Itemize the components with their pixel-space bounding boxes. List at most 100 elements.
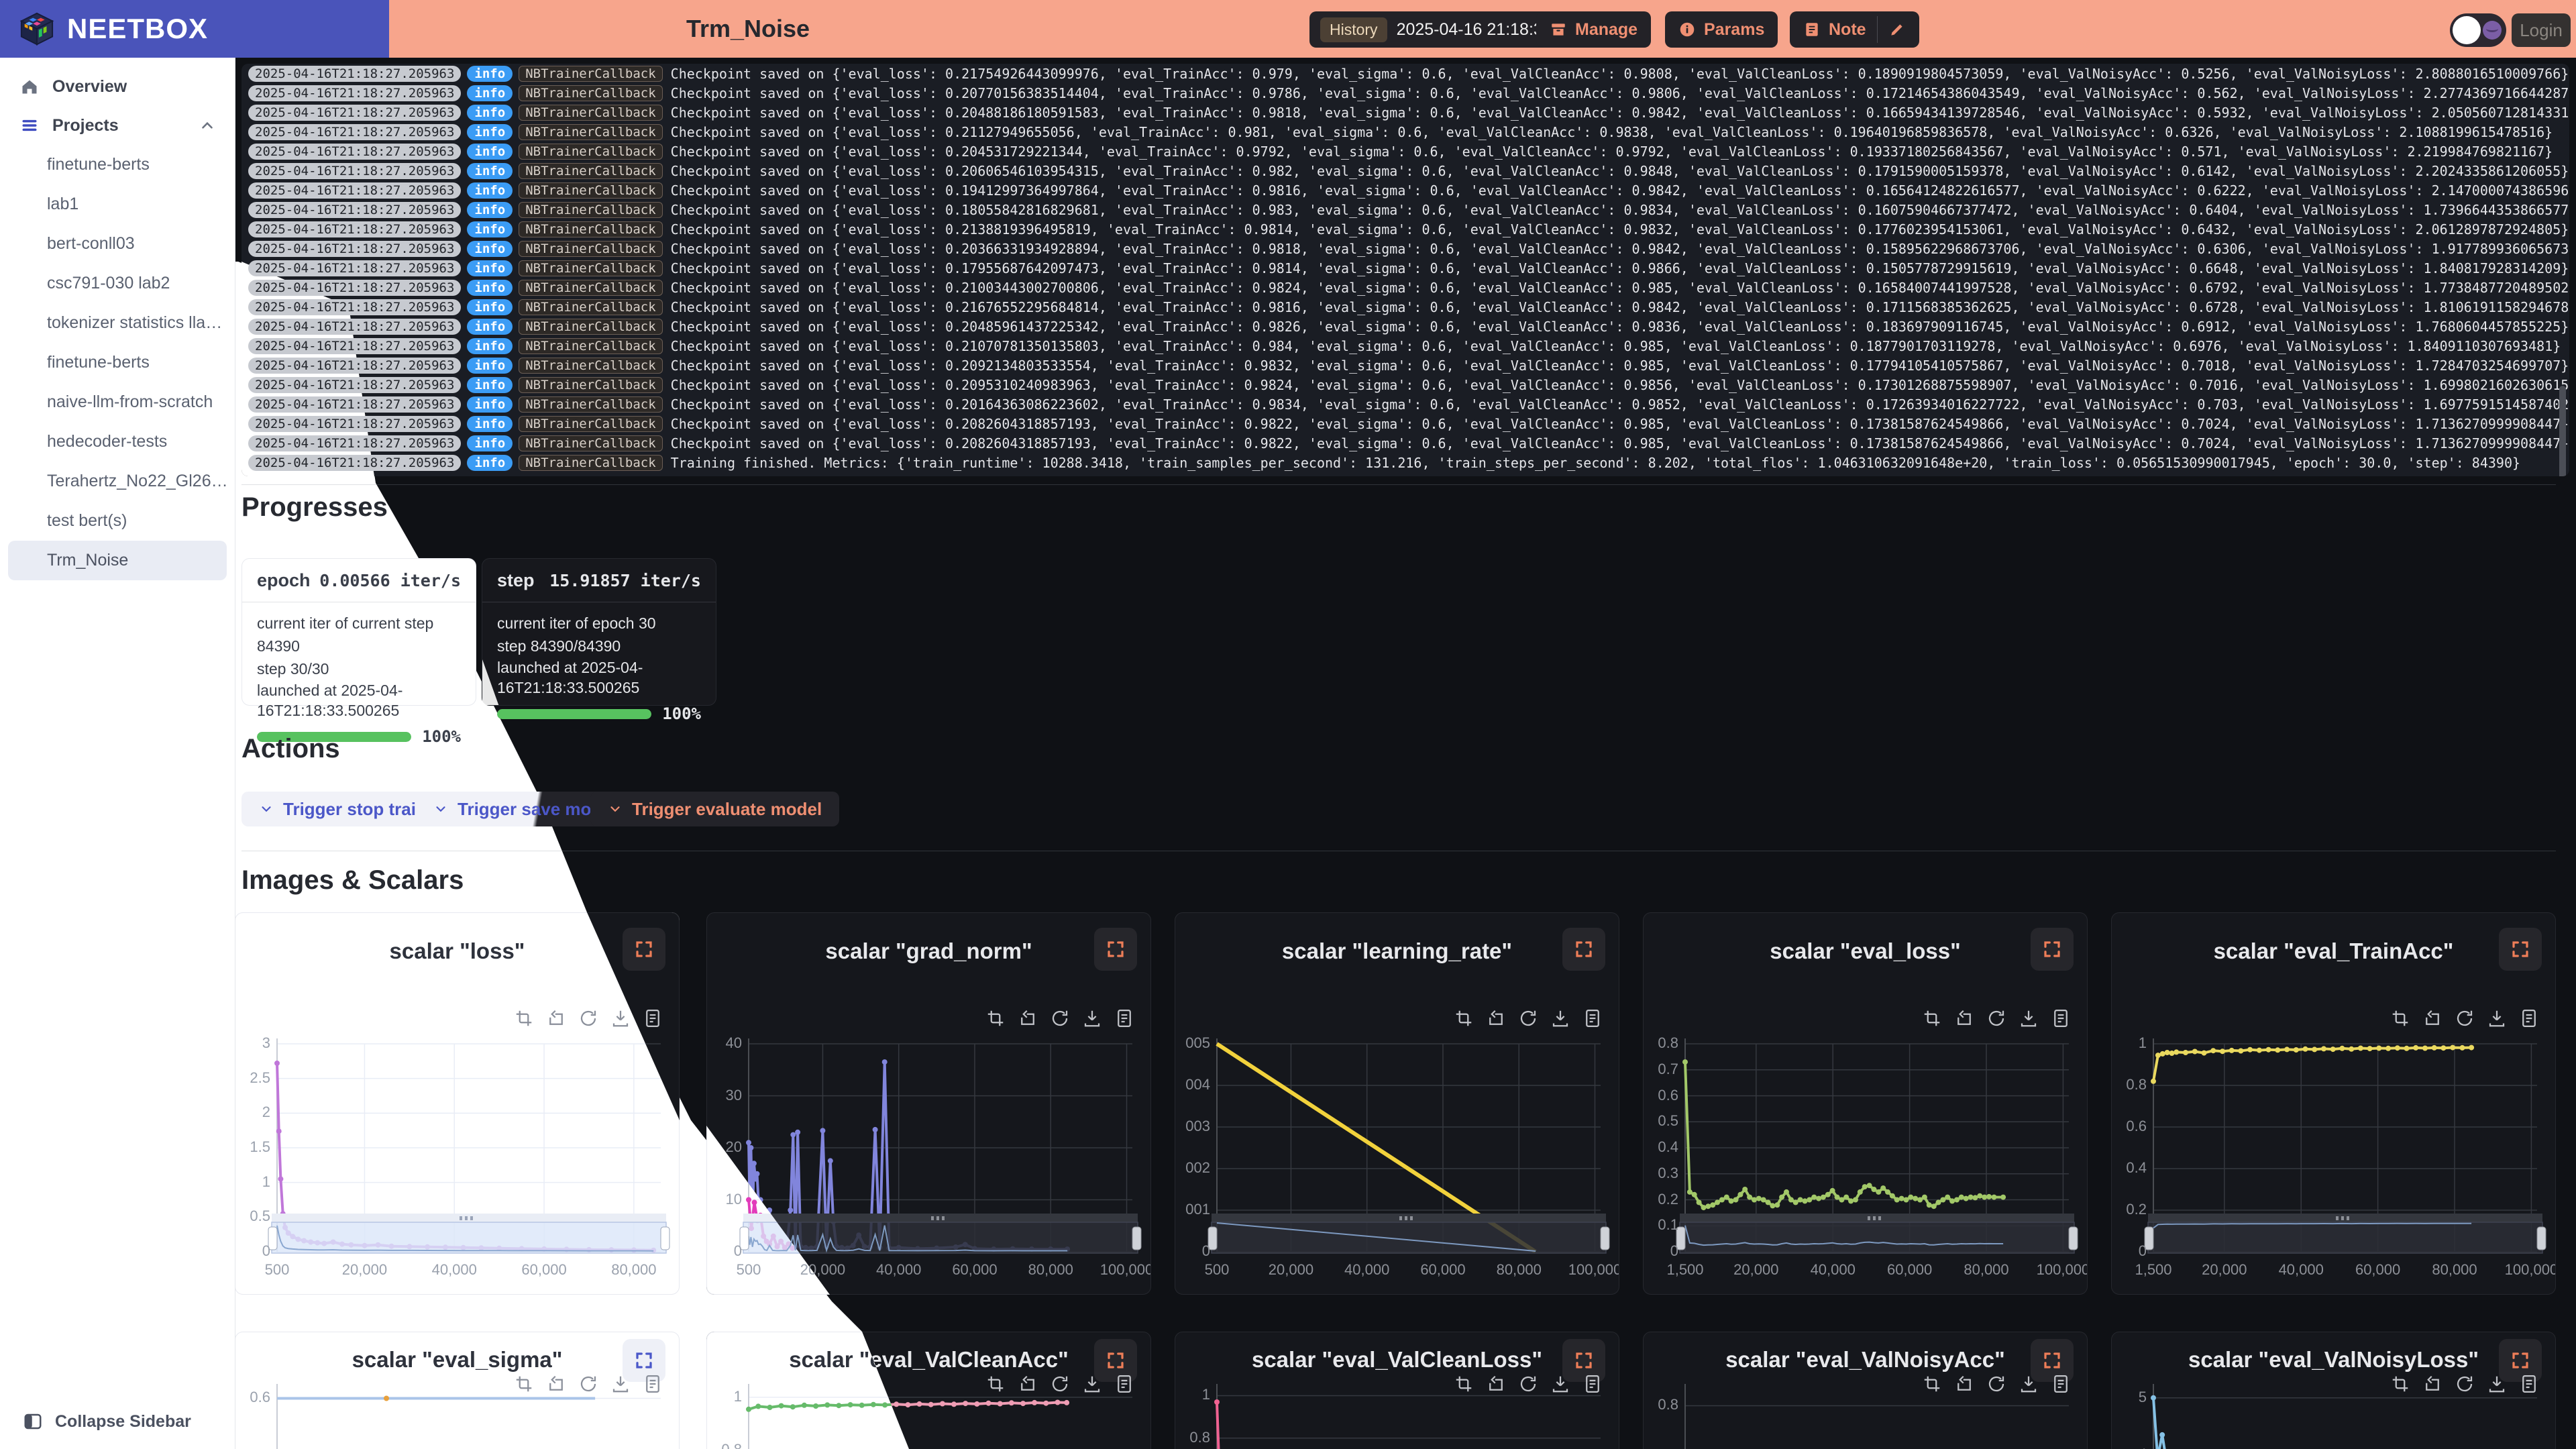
sidebar-item-trm-noise[interactable]: Trm_Noise xyxy=(8,541,227,580)
log-row: 2025-04-16T21:18:27.205963 info NBTrainerC… xyxy=(241,64,2569,83)
chart-card-eval_loss: scalar "eval_loss" 0 0.1 0.2 0.3 0.4 0.5 0.6 0.7… xyxy=(1643,912,2088,1295)
zoom-handle-right[interactable] xyxy=(660,1226,670,1250)
manage-button[interactable]: Manage xyxy=(1536,11,1652,48)
y-tick-label: 001 xyxy=(1185,1201,1210,1218)
log-timestamp: 2025-04-16T21:18:27.205963 xyxy=(248,221,462,237)
y-tick-label: 40 xyxy=(725,1034,742,1051)
y-tick-label: 0.8 xyxy=(1658,1034,1678,1051)
log-level-badge: info xyxy=(467,221,513,237)
sidebar-item-naive-llm-from-scratch[interactable]: naive-llm-from-scratch xyxy=(47,392,213,411)
sidebar-item-csc791-030-lab2[interactable]: csc791-030 lab2 xyxy=(47,274,170,292)
log-message: Checkpoint saved on {'eval_loss': 0.2077… xyxy=(670,85,2569,101)
log-row: 2025-04-16T21:18:27.205963 info NBTrainerC… xyxy=(241,433,2569,453)
y-tick-label: 1 xyxy=(733,1387,742,1405)
chevron-down-icon xyxy=(608,802,623,816)
plot-area[interactable] xyxy=(1175,913,1619,1295)
sidebar-item-test-bert-s-[interactable]: test bert(s) xyxy=(47,511,127,530)
log-timestamp: 2025-04-16T21:18:27.205963 xyxy=(248,104,462,121)
sidebar-item-terahertz-no22-gl261-gl-[interactable]: Terahertz_No22_Gl261_gl... xyxy=(47,472,235,490)
zoom-handle-left[interactable] xyxy=(2144,1226,2154,1250)
sidebar-item-finetune-berts[interactable]: finetune-berts xyxy=(47,353,150,372)
log-message: Checkpoint saved on {'eval_loss': 0.2082… xyxy=(670,415,2569,432)
theme-toggle[interactable] xyxy=(2450,13,2506,47)
expand-icon[interactable] xyxy=(1094,928,1137,971)
x-tick-label: 100,000 xyxy=(2036,1261,2088,1278)
y-tick-label: 0.1 xyxy=(1658,1216,1678,1234)
expand-icon[interactable] xyxy=(623,928,665,971)
sidebar-item-hedecoder-tests[interactable]: hedecoder-tests xyxy=(47,432,168,451)
zoom-handle-right[interactable] xyxy=(1132,1226,1142,1250)
x-tick-label: 500 xyxy=(264,1261,290,1278)
y-tick-label: 5 xyxy=(2138,1388,2147,1405)
y-tick-label: 0.4 xyxy=(2126,1159,2147,1176)
expand-icon[interactable] xyxy=(623,1339,665,1382)
note-button-group[interactable]: Note xyxy=(1790,11,1919,48)
sidebar-group-projects[interactable]: Projects xyxy=(0,106,235,145)
x-tick-label: 20,000 xyxy=(1268,1261,1314,1278)
log-console[interactable]: 2025-04-16T21:18:27.205963 info NBTrainerC… xyxy=(241,64,2569,476)
x-tick-label: 60,000 xyxy=(1886,1261,1933,1278)
params-button[interactable]: Params xyxy=(1665,11,1778,48)
sidebar-item-bert-conll03[interactable]: bert-conll03 xyxy=(47,234,135,253)
expand-icon[interactable] xyxy=(1562,928,1605,971)
y-tick-label: 0.4 xyxy=(1658,1138,1678,1155)
collapse-sidebar-button[interactable]: Collapse Sidebar xyxy=(0,1411,191,1432)
plot-area[interactable] xyxy=(2112,1332,2556,1449)
plot-area[interactable] xyxy=(235,1332,680,1449)
sidebar-item-finetune-berts[interactable]: finetune-berts xyxy=(47,155,150,174)
expand-icon[interactable] xyxy=(2499,928,2542,971)
action-label: Trigger save model xyxy=(458,798,616,819)
note-label: Note xyxy=(1829,19,1866,39)
sidebar-item-lab1[interactable]: lab1 xyxy=(47,195,79,213)
chevron-down-icon xyxy=(433,802,448,816)
sidebar-item-tokenizer-statistics-llama-[interactable]: tokenizer statistics llama... xyxy=(47,313,235,332)
divider xyxy=(1876,16,1878,43)
log-tag-badge: NBTrainerCallback xyxy=(519,104,663,121)
y-tick-label: 0.5 xyxy=(250,1208,270,1225)
log-message: Checkpoint saved on {'eval_loss': 0.1805… xyxy=(670,201,2569,218)
y-tick-label: 0.8 xyxy=(707,1441,742,1449)
log-tag-badge: NBTrainerCallback xyxy=(519,299,663,315)
expand-icon[interactable] xyxy=(1094,1339,1137,1382)
zoom-handle-left[interactable] xyxy=(268,1226,278,1250)
zoom-handle-left[interactable] xyxy=(739,1226,749,1250)
edit-pencil-icon[interactable] xyxy=(1888,21,1906,38)
y-tick-label: 0.6 xyxy=(2126,1118,2147,1134)
log-row: 2025-04-16T21:18:27.205963 info NBTrainerC… xyxy=(241,317,2569,336)
expand-icon[interactable] xyxy=(2499,1339,2542,1382)
x-tick-label: 100,000 xyxy=(1568,1261,1619,1278)
zoom-handle-right[interactable] xyxy=(2068,1226,2078,1250)
plot-area[interactable] xyxy=(2112,913,2556,1295)
home-icon xyxy=(20,77,39,96)
progress-name: epoch xyxy=(257,570,311,590)
log-tag-badge: NBTrainerCallback xyxy=(519,454,663,471)
y-tick-label: 0.5 xyxy=(1658,1112,1678,1130)
expand-icon[interactable] xyxy=(2031,928,2074,971)
zoom-handle-right[interactable] xyxy=(1600,1226,1610,1250)
expand-icon[interactable] xyxy=(1562,1339,1605,1382)
plot-area[interactable] xyxy=(1644,1332,2088,1449)
projects-icon xyxy=(20,116,39,135)
expand-icon[interactable] xyxy=(2031,1339,2074,1382)
console-scrollbar[interactable] xyxy=(2559,386,2566,476)
plot-area[interactable] xyxy=(1644,913,2088,1295)
zoom-handle-left[interactable] xyxy=(1208,1226,1218,1250)
logo[interactable]: NEETBOX xyxy=(0,0,389,58)
plot-area[interactable] xyxy=(1175,1332,1619,1449)
plot-area[interactable] xyxy=(235,913,680,1295)
trigger-evaluate-model-button[interactable]: Trigger evaluate model xyxy=(590,792,840,826)
y-tick-label: 003 xyxy=(1185,1118,1210,1134)
zoom-handle-right[interactable] xyxy=(2536,1226,2546,1250)
zoom-handle-left[interactable] xyxy=(1676,1226,1686,1250)
log-timestamp: 2025-04-16T21:18:27.205963 xyxy=(248,396,462,413)
y-tick-label: 3 xyxy=(262,1034,270,1051)
y-tick-label: 10 xyxy=(725,1190,742,1208)
login-button[interactable]: Login xyxy=(2512,13,2571,47)
log-row: 2025-04-16T21:18:27.205963 info NBTrainerC… xyxy=(241,239,2569,258)
chevron-up-icon[interactable] xyxy=(199,117,216,134)
log-message: Checkpoint saved on {'eval_loss': 0.1795… xyxy=(670,260,2569,276)
sidebar-item-overview[interactable]: Overview xyxy=(0,67,235,106)
x-tick-label: 80,000 xyxy=(1496,1261,1542,1278)
log-timestamp: 2025-04-16T21:18:27.205963 xyxy=(248,415,462,432)
